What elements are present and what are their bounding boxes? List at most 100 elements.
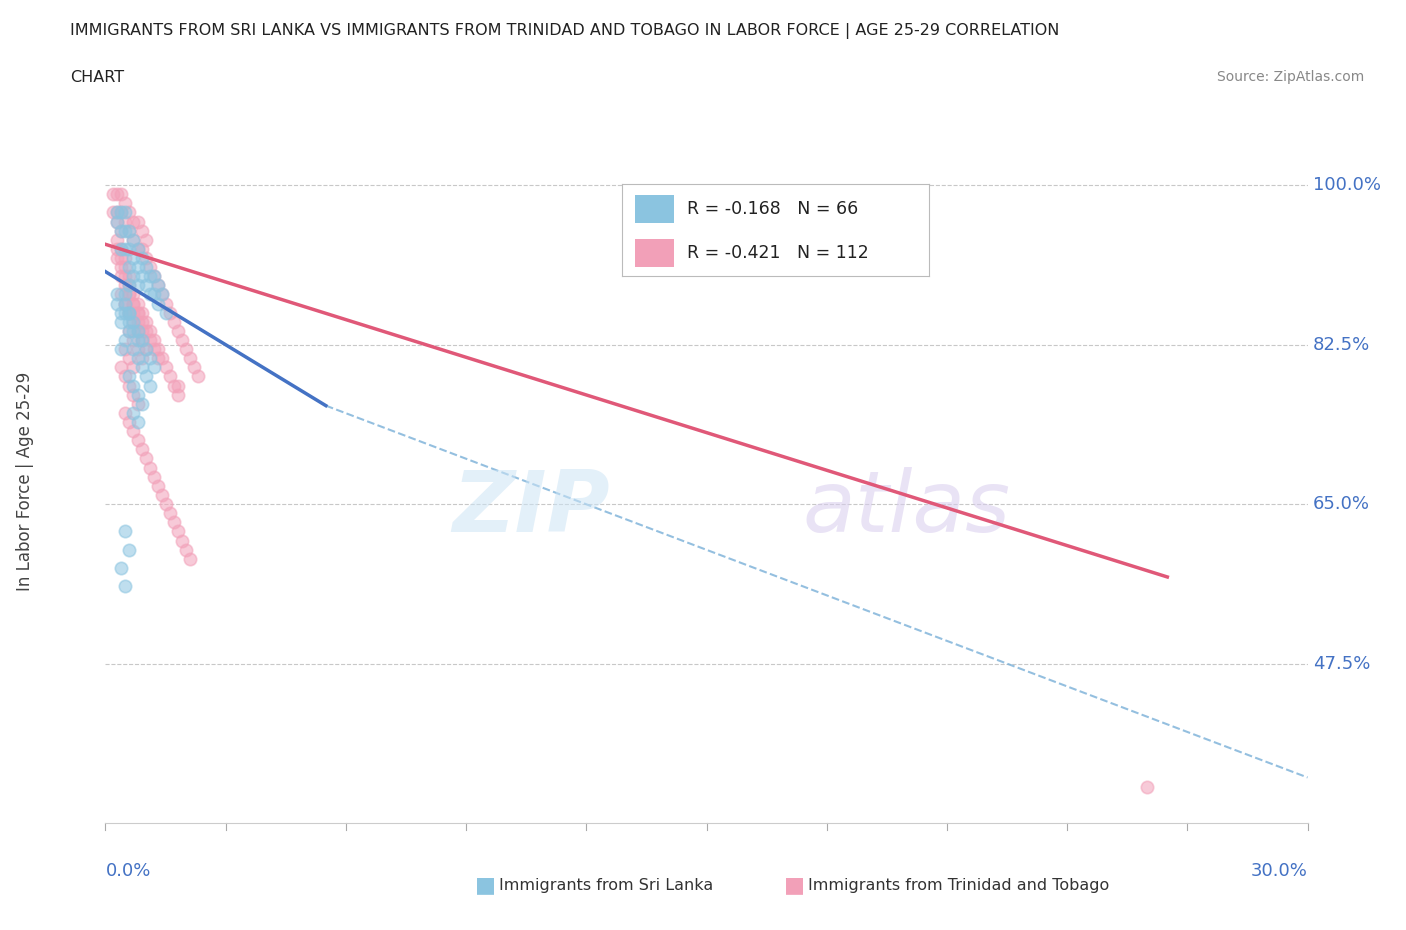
Point xyxy=(127,278,149,293)
Point xyxy=(114,524,136,538)
Point xyxy=(146,296,169,311)
Point xyxy=(150,351,173,365)
Point xyxy=(118,223,141,238)
Text: ■: ■ xyxy=(785,875,804,896)
Bar xyxy=(634,195,675,222)
Point xyxy=(118,369,141,384)
Point xyxy=(170,533,193,548)
Point xyxy=(127,333,149,348)
Point xyxy=(114,296,136,311)
Bar xyxy=(634,239,675,267)
Text: ■: ■ xyxy=(475,875,495,896)
Point xyxy=(122,424,145,439)
Point xyxy=(122,360,145,375)
Point xyxy=(135,278,157,293)
Point xyxy=(146,278,169,293)
Point xyxy=(114,296,136,311)
Point xyxy=(114,242,136,257)
Point xyxy=(127,324,149,339)
Text: CHART: CHART xyxy=(70,70,124,85)
Point xyxy=(155,497,177,512)
Point xyxy=(114,405,136,420)
Point xyxy=(142,360,165,375)
Point xyxy=(150,487,173,502)
Point xyxy=(107,250,129,265)
Point xyxy=(131,269,153,284)
Point xyxy=(138,269,160,284)
Point xyxy=(107,205,129,219)
Point xyxy=(110,341,132,356)
Point xyxy=(114,369,136,384)
Point xyxy=(114,259,136,274)
Point xyxy=(127,314,149,329)
Point xyxy=(127,324,149,339)
Point xyxy=(118,242,141,257)
Text: 0.0%: 0.0% xyxy=(105,862,150,880)
Point xyxy=(118,278,141,293)
Point xyxy=(179,551,201,566)
Point xyxy=(135,369,157,384)
Point xyxy=(122,314,145,329)
Point xyxy=(135,314,157,329)
Point xyxy=(127,387,149,402)
Point xyxy=(107,232,129,247)
Point xyxy=(118,269,141,284)
Point xyxy=(159,506,181,521)
Point xyxy=(122,296,145,311)
Point xyxy=(110,269,132,284)
Point xyxy=(122,214,145,229)
Point xyxy=(127,242,149,257)
Point xyxy=(127,242,149,257)
Point xyxy=(174,542,197,557)
Point xyxy=(114,296,136,311)
Point xyxy=(110,561,132,576)
Point xyxy=(118,305,141,320)
Point xyxy=(114,205,136,219)
Point xyxy=(150,287,173,302)
Point xyxy=(131,360,153,375)
Point xyxy=(118,379,141,393)
Point xyxy=(138,259,160,274)
Point xyxy=(131,442,153,457)
Point xyxy=(138,351,160,365)
Point xyxy=(122,305,145,320)
Point xyxy=(114,269,136,284)
Point xyxy=(135,341,157,356)
Point xyxy=(131,351,153,365)
Point xyxy=(127,341,149,356)
Point xyxy=(127,415,149,430)
Point xyxy=(114,223,136,238)
Text: atlas: atlas xyxy=(803,467,1011,551)
Point xyxy=(122,287,145,302)
Point xyxy=(110,205,132,219)
Text: ZIP: ZIP xyxy=(453,467,610,551)
Point xyxy=(162,379,184,393)
Point xyxy=(110,250,132,265)
Point xyxy=(122,269,145,284)
Point xyxy=(122,405,145,420)
Point xyxy=(107,205,129,219)
Point xyxy=(135,259,157,274)
Text: In Labor Force | Age 25-29: In Labor Force | Age 25-29 xyxy=(17,372,34,591)
Point xyxy=(138,333,160,348)
Point xyxy=(166,324,188,339)
Point xyxy=(110,205,132,219)
Point xyxy=(138,287,160,302)
Point xyxy=(142,333,165,348)
Point xyxy=(131,333,153,348)
Point xyxy=(127,351,149,365)
Point xyxy=(114,250,136,265)
Point xyxy=(118,259,141,274)
Point xyxy=(127,296,149,311)
Point xyxy=(135,232,157,247)
Point xyxy=(135,324,157,339)
Point xyxy=(114,278,136,293)
Point xyxy=(127,305,149,320)
Point xyxy=(122,232,145,247)
Point xyxy=(138,379,160,393)
Point xyxy=(110,242,132,257)
Point xyxy=(127,432,149,447)
Point xyxy=(118,324,141,339)
Point xyxy=(150,287,173,302)
Point xyxy=(127,396,149,411)
